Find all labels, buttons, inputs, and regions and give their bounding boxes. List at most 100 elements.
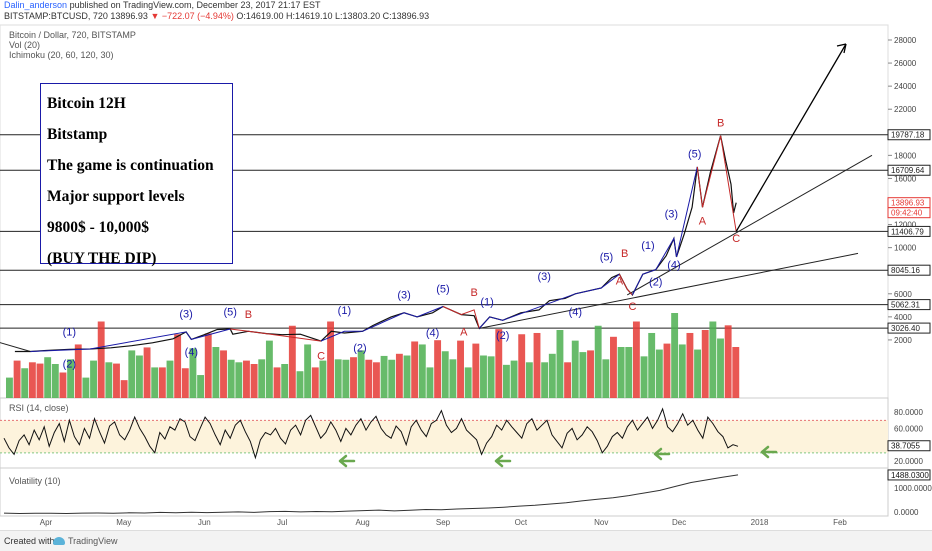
rsi-value-tag — [887, 440, 931, 452]
wave-connector — [618, 273, 633, 296]
wave-label: (3) — [179, 308, 192, 320]
rsi-axis-label: 60.0000 — [894, 424, 923, 433]
wave-label: A — [460, 326, 468, 338]
volume-bar — [426, 367, 434, 398]
volume-bar — [602, 359, 610, 398]
time-axis-label: May — [116, 518, 131, 527]
volume-bar — [655, 349, 663, 398]
volume-bar — [212, 347, 220, 398]
wave-label: (2) — [63, 359, 76, 371]
volume-bar — [732, 347, 740, 398]
created-with-text: Created with — [4, 536, 55, 546]
time-axis-label: Feb — [833, 518, 847, 527]
volume-bar — [74, 344, 82, 398]
volume-bar — [610, 336, 617, 398]
volume-bar — [525, 362, 533, 398]
volume-bar — [701, 330, 709, 398]
wave-label: (2) — [496, 330, 509, 342]
time-axis-label: Nov — [594, 518, 608, 527]
volume-bar — [441, 351, 449, 398]
trendline-short — [626, 154, 873, 296]
rsi-oversold-arrow — [338, 454, 356, 468]
volume-bar — [135, 355, 143, 398]
wave-connector — [631, 166, 698, 296]
volume-bar — [143, 347, 151, 398]
volume-bar — [556, 330, 564, 398]
volume-bar — [235, 362, 243, 398]
price-tag-label: 5062.31 — [891, 301, 920, 310]
close-value: C:13896.93 — [382, 11, 430, 21]
price-tag-label: 13896.93 — [891, 199, 925, 208]
symbol-name: BITSTAMP:BTCUSD, 720 — [4, 11, 108, 21]
time-axis-label: Oct — [515, 518, 528, 527]
main-legend: Bitcoin / Dollar, 720, BITSTAMP Vol (20)… — [9, 30, 136, 60]
volume-bar — [411, 341, 419, 398]
volatility-pane-frame — [0, 467, 889, 517]
wave-label: (2) — [649, 277, 662, 289]
volume-bar — [36, 363, 44, 398]
info-line-exchange: Bitstamp — [47, 126, 108, 143]
wave-label: B — [470, 287, 477, 299]
price-tag-label: 09:42:40 — [891, 209, 923, 218]
volume-bar — [105, 362, 113, 398]
volume-bar — [464, 367, 472, 398]
volume-bar — [487, 356, 495, 398]
wave-connector — [442, 306, 480, 329]
wave-connector — [230, 328, 322, 342]
volume-bar — [59, 372, 67, 398]
open-value: O:14619.00 — [236, 11, 284, 21]
volume-bar — [480, 355, 487, 398]
volume-bar — [518, 334, 526, 398]
volume-bar — [418, 344, 426, 398]
volume-bar — [258, 359, 266, 398]
volume-bar — [6, 377, 13, 398]
volume-bar — [296, 371, 304, 398]
wave-label: (3) — [665, 209, 678, 221]
tradingview-brand[interactable]: TradingView — [68, 536, 118, 546]
volume-bar — [434, 340, 442, 398]
volume-bar — [311, 367, 319, 398]
price-change: ▼ −722.07 (−4.94%) — [150, 11, 234, 21]
volume-bar — [640, 356, 648, 398]
price-tag-label: 19787.18 — [891, 131, 925, 140]
price-axis-label: 16000 — [894, 174, 917, 183]
time-axis-label: Dec — [672, 518, 686, 527]
rsi-line — [3, 407, 739, 460]
price-tag-label: 11406.79 — [891, 227, 924, 236]
tradingview-logo-icon — [53, 537, 65, 545]
price-axis-label: 24000 — [894, 82, 917, 91]
publish-info: published on TradingView.com, December 2… — [69, 0, 321, 10]
volume-bar — [449, 359, 457, 398]
volume-bar — [97, 321, 105, 398]
price-tag-box — [887, 322, 931, 334]
volume-bar — [334, 359, 342, 398]
author-link[interactable]: Dalin_anderson — [4, 0, 68, 10]
price-axis-label: 10000 — [894, 244, 917, 253]
volume-bar — [243, 360, 250, 398]
wave-label: B — [621, 248, 628, 260]
volume-bar — [51, 364, 59, 398]
time-axis-label: 2018 — [751, 518, 769, 527]
volume-bar — [403, 355, 411, 398]
wave-label: B — [717, 118, 724, 130]
volume-bar — [617, 347, 625, 398]
volatility-line — [3, 474, 739, 515]
volume-bar — [113, 363, 120, 398]
volume-bar — [158, 367, 166, 398]
volume-bar — [204, 333, 212, 398]
price-axis-label: 18000 — [894, 151, 917, 160]
wave-connector — [478, 273, 620, 329]
volume-bar — [227, 359, 235, 398]
legend-volume: Vol (20) — [9, 40, 41, 50]
rsi-oversold-arrow — [760, 445, 778, 459]
time-axis-label: Jul — [277, 518, 287, 527]
price-axis-label: 6000 — [894, 290, 912, 299]
volume-bar — [648, 332, 656, 398]
wave-label: (5) — [436, 284, 449, 296]
rsi-oversold-arrow — [653, 447, 671, 461]
volume-bar — [281, 364, 289, 398]
info-line-support-range: 9800$ - 10,000$ — [47, 219, 150, 236]
price-tag-label: 3026.40 — [891, 324, 920, 333]
volume-bar — [265, 340, 273, 398]
volume-bar — [342, 359, 350, 398]
